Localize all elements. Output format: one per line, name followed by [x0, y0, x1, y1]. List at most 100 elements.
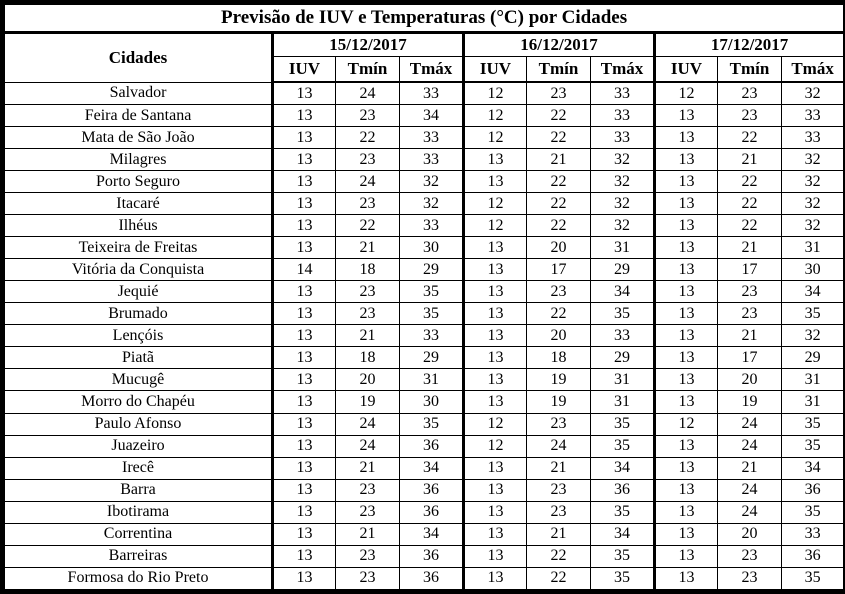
tmin-cell: 20	[717, 522, 782, 546]
tmax-cell: 34	[399, 522, 464, 546]
tmax-cell: 36	[399, 500, 464, 524]
tmax-cell: 35	[590, 566, 655, 593]
tmin-cell: 23	[526, 412, 591, 436]
column-header-tmin: Tmín	[717, 56, 782, 83]
table-row: Teixeira de Freitas 13 21 30 13 20 31 13 21 31	[2, 236, 845, 260]
table-row: Irecê 13 21 34 13 21 34 13 21 34	[2, 456, 845, 480]
table-row: Vitória da Conquista 14 18 29 13 17 29 13 17 30	[2, 258, 845, 282]
table-row: Jequié 13 23 35 13 23 34 13 23 34	[2, 280, 845, 304]
city-cell: Irecê	[2, 456, 273, 480]
column-header-tmax: Tmáx	[780, 56, 845, 83]
tmax-cell: 31	[399, 368, 464, 392]
table-row: Brumado 13 23 35 13 22 35 13 23 35	[2, 302, 845, 326]
iuv-cell: 13	[271, 104, 336, 128]
tmax-cell: 34	[590, 456, 655, 480]
table-row: Barra 13 23 36 13 23 36 13 24 36	[2, 478, 845, 502]
tmin-cell: 23	[717, 280, 782, 304]
tmax-cell: 32	[399, 192, 464, 216]
iuv-cell: 13	[462, 478, 527, 502]
iuv-cell: 13	[653, 126, 718, 150]
city-cell: Piatã	[2, 346, 273, 370]
tmin-cell: 18	[335, 346, 400, 370]
tmax-cell: 31	[780, 390, 845, 414]
iuv-cell: 13	[271, 126, 336, 150]
iuv-cell: 13	[653, 522, 718, 546]
iuv-cell: 13	[653, 324, 718, 348]
tmin-cell: 18	[335, 258, 400, 282]
tmin-cell: 20	[526, 236, 591, 260]
tmax-cell: 36	[399, 478, 464, 502]
tmin-cell: 21	[717, 456, 782, 480]
tmin-cell: 23	[335, 302, 400, 326]
iuv-cell: 13	[271, 346, 336, 370]
tmax-cell: 33	[590, 324, 655, 348]
tmin-cell: 21	[526, 522, 591, 546]
date-header-1: 15/12/2017	[271, 32, 464, 57]
iuv-cell: 13	[271, 522, 336, 546]
table-row: Juazeiro 13 24 36 12 24 35 13 24 35	[2, 434, 845, 458]
iuv-cell: 13	[462, 566, 527, 593]
tmin-cell: 23	[717, 81, 782, 106]
tmin-cell: 23	[335, 148, 400, 172]
iuv-cell: 12	[653, 81, 718, 106]
iuv-cell: 13	[271, 544, 336, 568]
tmax-cell: 34	[399, 456, 464, 480]
tmax-cell: 33	[399, 126, 464, 150]
tmin-cell: 22	[526, 170, 591, 194]
tmax-cell: 35	[590, 544, 655, 568]
table-row: Milagres 13 23 33 13 21 32 13 21 32	[2, 148, 845, 172]
tmin-cell: 23	[335, 500, 400, 524]
tmin-cell: 22	[526, 192, 591, 216]
tmin-cell: 23	[526, 280, 591, 304]
tmin-cell: 17	[717, 258, 782, 282]
iuv-cell: 13	[653, 236, 718, 260]
tmin-cell: 24	[717, 412, 782, 436]
tmax-cell: 32	[780, 81, 845, 106]
tmin-cell: 23	[717, 544, 782, 568]
tmin-cell: 24	[335, 170, 400, 194]
table-row: Formosa do Rio Preto 13 23 36 13 22 35 13 23 35	[2, 566, 845, 593]
iuv-cell: 13	[271, 324, 336, 348]
iuv-cell: 12	[462, 214, 527, 238]
city-cell: Jequié	[2, 280, 273, 304]
iuv-cell: 12	[653, 412, 718, 436]
iuv-cell: 13	[271, 478, 336, 502]
tmax-cell: 29	[399, 346, 464, 370]
tmax-cell: 34	[590, 522, 655, 546]
table-row: Mata de São João 13 22 33 12 22 33 13 22 33	[2, 126, 845, 150]
column-header-tmin: Tmín	[526, 56, 591, 83]
city-cell: Ilhéus	[2, 214, 273, 238]
iuv-cell: 13	[653, 566, 718, 593]
iuv-cell: 13	[653, 368, 718, 392]
iuv-cell: 13	[271, 456, 336, 480]
tmin-cell: 23	[526, 81, 591, 106]
tmin-cell: 22	[526, 302, 591, 326]
iuv-cell: 13	[271, 214, 336, 238]
tmin-cell: 23	[717, 302, 782, 326]
tmax-cell: 35	[399, 412, 464, 436]
iuv-cell: 13	[462, 148, 527, 172]
tmin-cell: 22	[526, 126, 591, 150]
tmin-cell: 22	[526, 544, 591, 568]
tmax-cell: 32	[780, 192, 845, 216]
city-cell: Barreiras	[2, 544, 273, 568]
iuv-cell: 13	[271, 302, 336, 326]
tmin-cell: 20	[717, 368, 782, 392]
city-cell: Itacaré	[2, 192, 273, 216]
iuv-cell: 13	[462, 522, 527, 546]
tmax-cell: 30	[780, 258, 845, 282]
tmin-cell: 22	[717, 214, 782, 238]
tmax-cell: 32	[780, 324, 845, 348]
city-cell: Milagres	[2, 148, 273, 172]
tmin-cell: 22	[335, 214, 400, 238]
tmax-cell: 32	[590, 214, 655, 238]
tmin-cell: 23	[526, 478, 591, 502]
iuv-cell: 13	[271, 170, 336, 194]
tmax-cell: 35	[590, 434, 655, 458]
tmax-cell: 31	[590, 236, 655, 260]
tmin-cell: 24	[335, 434, 400, 458]
tmax-cell: 33	[399, 324, 464, 348]
table-row: Barreiras 13 23 36 13 22 35 13 23 36	[2, 544, 845, 568]
tmax-cell: 32	[590, 148, 655, 172]
